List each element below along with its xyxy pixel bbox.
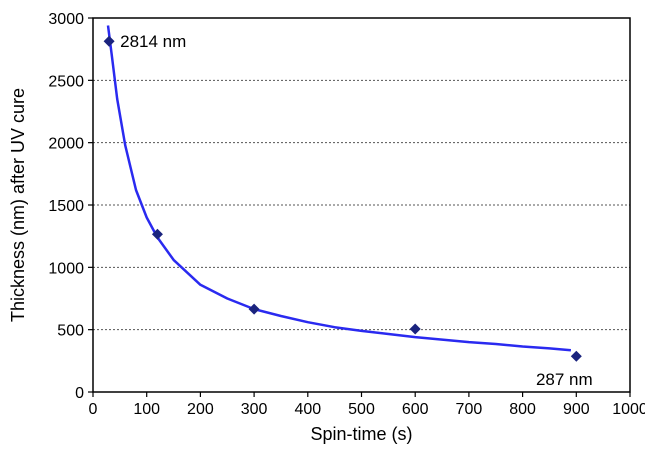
x-tick-label: 0	[89, 401, 98, 418]
data-points-group	[104, 36, 582, 362]
y-tick-label: 3000	[48, 11, 84, 28]
x-tick-label: 300	[241, 401, 268, 418]
grid-lines	[93, 80, 630, 329]
data-point-diamond	[249, 304, 260, 315]
y-tick-label: 0	[75, 385, 84, 402]
trend-line-group	[108, 26, 571, 351]
data-point-diamond	[571, 351, 582, 362]
x-tick-label: 800	[509, 401, 536, 418]
data-point-diamond	[104, 36, 115, 47]
x-tick-label: 900	[563, 401, 590, 418]
x-tick-label: 500	[348, 401, 375, 418]
y-axis-ticks: 0 500 1000 1500 2000 2500 3000	[48, 11, 93, 402]
annotations-group: 2814 nm 287 nm	[120, 32, 593, 389]
x-tick-label: 100	[133, 401, 160, 418]
x-tick-label: 600	[402, 401, 429, 418]
y-tick-label: 1000	[48, 260, 84, 277]
x-tick-label: 200	[187, 401, 214, 418]
data-annotation: 287 nm	[536, 370, 593, 389]
x-tick-label: 400	[294, 401, 321, 418]
data-point-diamond	[410, 324, 421, 335]
y-tick-label: 500	[57, 323, 84, 340]
y-tick-label: 2000	[48, 136, 84, 153]
x-tick-label: 1000	[612, 401, 645, 418]
trend-line	[108, 26, 571, 351]
data-annotation: 2814 nm	[120, 32, 186, 51]
x-axis-title: Spin-time (s)	[310, 424, 412, 444]
y-axis-title: Thickness (nm) after UV cure	[8, 88, 28, 322]
y-tick-label: 2500	[48, 73, 84, 90]
x-axis-ticks: 0 100 200 300 400 500 600 700 800 900 1000	[89, 392, 645, 418]
x-tick-label: 700	[456, 401, 483, 418]
y-tick-label: 1500	[48, 198, 84, 215]
